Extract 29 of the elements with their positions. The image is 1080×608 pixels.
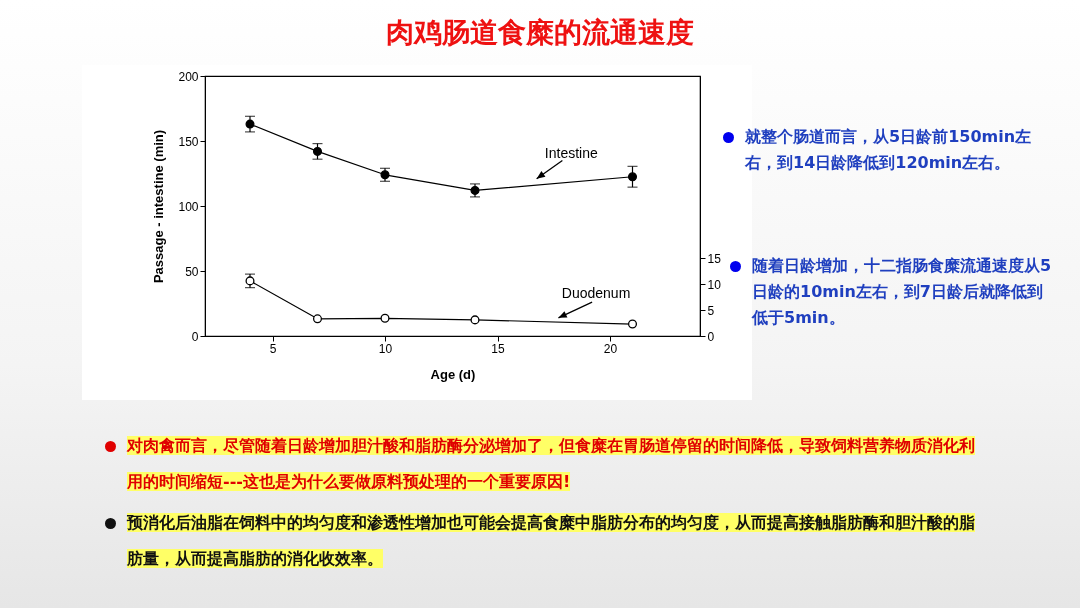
y2-tick-label: 5 — [707, 303, 715, 318]
point — [312, 314, 323, 324]
text: 就整个肠道而言，从5日龄前150min左右，到14日龄降低到120min左右。 — [745, 127, 1032, 172]
y-tick-label: 100 — [178, 199, 199, 214]
x-axis-title: Age (d) — [430, 366, 476, 382]
text: 预消化后油脂在饲料中的均匀度和渗透性增加也可能会提高食糜中脂肪分布的均匀度，从而提高接触脂肪酶和胆汁酸的脂肪量，从而提高脂肪的消化收效率。 — [127, 513, 975, 568]
x-tick-label: 10 — [378, 341, 393, 356]
text: 对肉禽而言，尽管随着日龄增加胆汁酸和脂肪酶分泌增加了，但食糜在胃肠道停留的时间降低，导致饲料营养物质消化利用的时间缩短---这也是为什么要做原料预处理的一个重要原因! — [127, 436, 975, 491]
text: 随着日龄增加，十二指肠食糜流通速度从5日龄的10min左右，到7日龄后就降低到低于5min。 — [752, 256, 1052, 327]
y-tick-label: 0 — [191, 329, 199, 344]
x-tick-label: 5 — [269, 341, 277, 356]
y2-tick-label: 10 — [707, 277, 722, 292]
point — [470, 315, 480, 325]
y2-tick-label: 0 — [707, 329, 715, 344]
point — [627, 172, 638, 182]
y-tick-label: 200 — [178, 69, 199, 84]
point — [380, 313, 390, 323]
y-tick-label: 150 — [178, 134, 199, 149]
series-label: Intestine — [544, 145, 598, 161]
chart-title: 肉鸡肠道食糜的流通速度 — [385, 15, 695, 51]
x-tick-label: 15 — [491, 341, 505, 356]
y2-tick-label: 15 — [707, 251, 722, 266]
series-label: Duodenum — [561, 285, 631, 302]
point — [245, 119, 255, 129]
point — [312, 146, 323, 156]
x-tick-label: 20 — [603, 341, 618, 356]
y-tick-label: 50 — [185, 264, 199, 279]
point — [627, 319, 638, 329]
y-axis-title: Passage - intestine (min) — [151, 129, 167, 284]
